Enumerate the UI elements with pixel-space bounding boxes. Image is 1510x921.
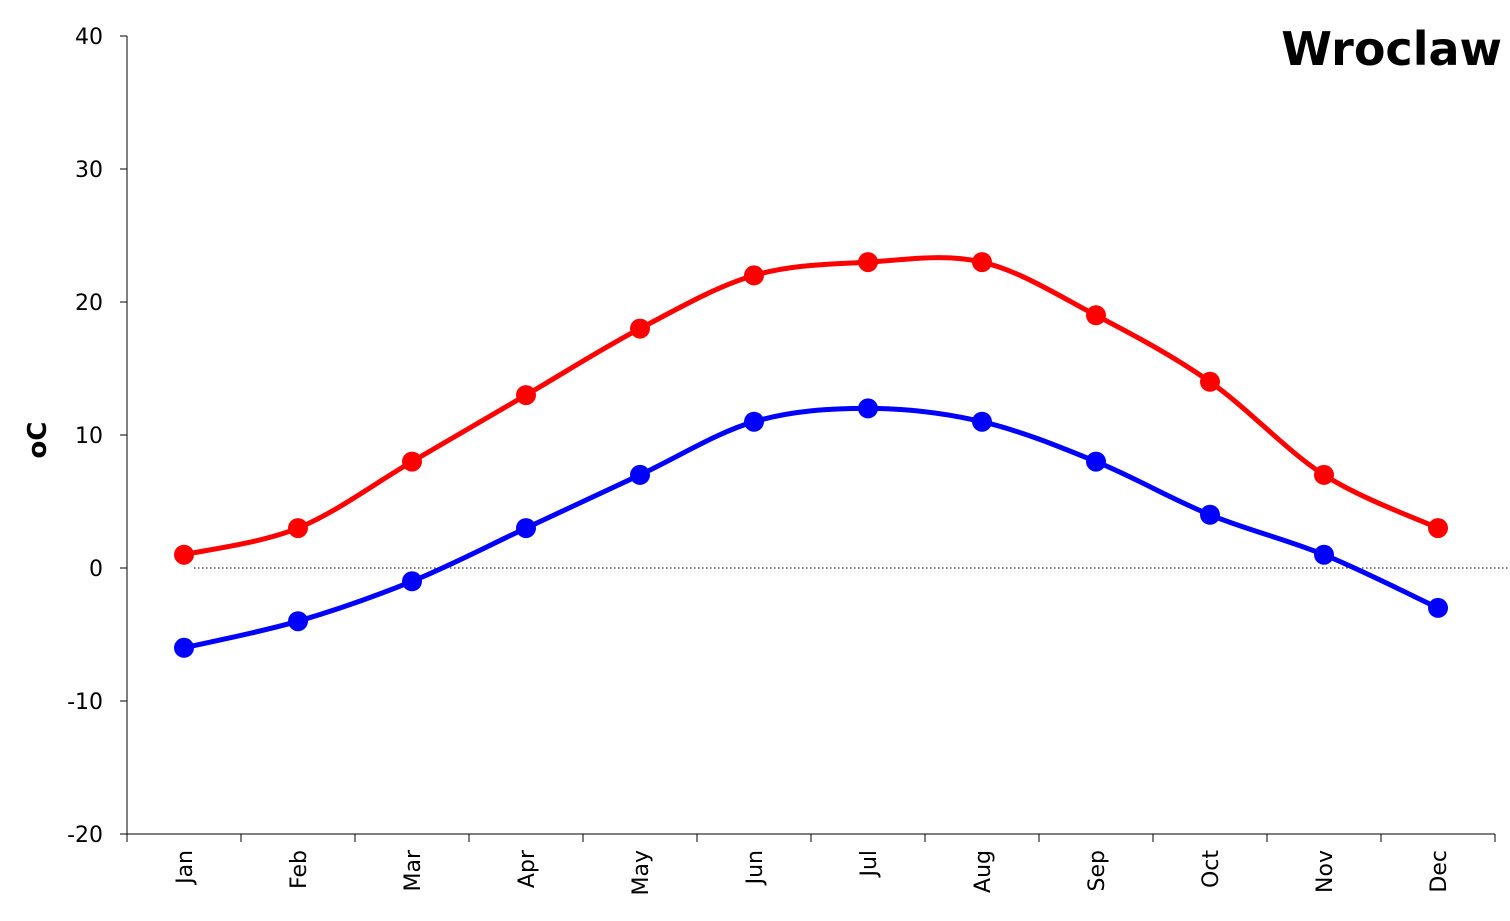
x-category-label: Dec [1427, 850, 1452, 893]
data-point [174, 544, 194, 565]
data-point [402, 571, 422, 592]
y-tick-label: 10 [75, 424, 103, 449]
data-point [744, 265, 764, 286]
x-category-label: May [629, 850, 654, 895]
y-tick-label: 30 [75, 158, 103, 183]
data-point [858, 398, 878, 419]
data-point [288, 518, 308, 539]
data-point [288, 611, 308, 632]
data-point [1314, 544, 1334, 565]
series-1 [174, 398, 1448, 658]
data-point [1200, 504, 1220, 525]
x-category-label: Jun [743, 850, 768, 886]
series-line [181, 255, 1441, 558]
x-category-label: Aug [971, 850, 996, 893]
x-ticks: Jan Feb Mar Apr May Jun Jul Aug Sep Oct Nov Dec [126, 834, 1496, 895]
y-tick-label: 40 [75, 25, 103, 50]
x-category-label: Apr [515, 849, 540, 888]
y-tick-label: 20 [75, 291, 103, 316]
data-point [1428, 518, 1448, 539]
y-tick-label: -10 [67, 690, 103, 715]
data-point [1086, 305, 1106, 326]
data-point [1428, 597, 1448, 618]
x-category-label: Sep [1085, 850, 1110, 891]
y-ticks: -20 -10 0 10 20 30 40 [67, 25, 127, 848]
data-point [1200, 371, 1220, 392]
x-category-label: Feb [287, 850, 312, 889]
x-category-label: Nov [1313, 850, 1338, 893]
x-category-label: Jul [857, 850, 882, 879]
chart-title: Wroclaw [1281, 22, 1502, 76]
data-point [516, 518, 536, 539]
data-point [630, 318, 650, 339]
data-point [744, 411, 764, 432]
data-point [630, 464, 650, 485]
x-category-label: Oct [1199, 850, 1224, 888]
y-tick-label: -20 [67, 823, 103, 848]
series-group [174, 252, 1448, 658]
series-0 [174, 252, 1448, 565]
y-tick-label: 0 [89, 557, 103, 582]
data-point [858, 252, 878, 273]
data-point [972, 252, 992, 273]
data-point [1314, 464, 1334, 485]
data-point [516, 385, 536, 406]
data-point [174, 637, 194, 658]
x-category-label: Mar [401, 849, 426, 891]
y-axis-label: oC [23, 422, 53, 459]
data-point [402, 451, 422, 472]
axes [126, 36, 1495, 835]
data-point [972, 411, 992, 432]
series-line [181, 405, 1441, 651]
x-category-label: Jan [173, 850, 198, 886]
data-point [1086, 451, 1106, 472]
